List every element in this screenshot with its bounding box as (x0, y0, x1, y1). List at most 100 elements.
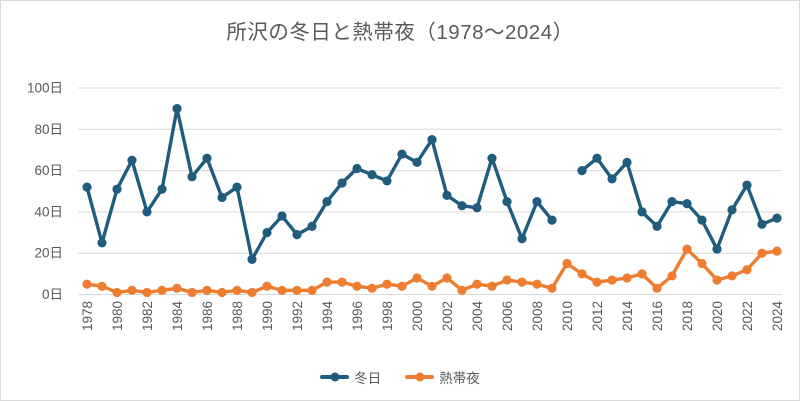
data-point-熱帯夜 (292, 285, 302, 295)
x-axis-tick-label: 1986 (200, 301, 215, 331)
data-point-冬日 (142, 207, 152, 217)
data-point-冬日 (472, 203, 482, 213)
data-point-熱帯夜 (742, 265, 752, 275)
data-point-冬日 (292, 230, 302, 240)
data-point-冬日 (712, 244, 722, 254)
data-point-熱帯夜 (592, 277, 602, 287)
data-point-冬日 (277, 211, 287, 221)
legend-line-marker (320, 372, 350, 382)
data-point-冬日 (682, 199, 692, 209)
series-line-冬日 (85, 106, 554, 262)
data-point-冬日 (487, 153, 497, 163)
y-axis-tick-label: 20日 (34, 246, 63, 261)
x-axis-tick-label: 2006 (500, 301, 515, 331)
data-point-熱帯夜 (517, 277, 527, 287)
data-point-冬日 (112, 184, 122, 194)
data-point-冬日 (577, 166, 587, 176)
data-point-熱帯夜 (712, 275, 722, 285)
x-axis-tick-label: 1990 (260, 301, 275, 331)
legend-line-marker (405, 372, 435, 382)
data-point-冬日 (772, 213, 782, 223)
x-axis-tick-label: 1978 (80, 301, 95, 331)
data-point-熱帯夜 (667, 271, 677, 281)
data-point-冬日 (667, 196, 677, 207)
data-point-冬日 (622, 157, 632, 167)
data-point-熱帯夜 (652, 283, 662, 293)
x-axis-tick-label: 1988 (230, 301, 245, 331)
data-point-熱帯夜 (697, 258, 707, 269)
data-point-熱帯夜 (637, 269, 647, 279)
legend-item-熱帯夜: 熱帯夜 (405, 367, 480, 387)
x-axis-tick-label: 2002 (440, 301, 455, 331)
x-axis-tick-label: 2014 (620, 301, 635, 332)
data-point-熱帯夜 (412, 273, 422, 283)
legend-dot (415, 372, 425, 382)
data-point-冬日 (547, 215, 557, 225)
x-axis-tick-label: 2004 (470, 301, 485, 332)
data-point-冬日 (187, 172, 197, 182)
data-point-冬日 (727, 205, 737, 215)
y-axis-tick-label: 80日 (34, 122, 63, 137)
data-point-熱帯夜 (187, 287, 197, 298)
data-point-熱帯夜 (172, 283, 182, 293)
data-point-冬日 (172, 104, 182, 114)
y-axis-tick-label: 60日 (34, 163, 63, 178)
x-axis-tick-label: 2024 (770, 301, 785, 332)
data-point-冬日 (517, 234, 527, 244)
data-point-熱帯夜 (457, 285, 467, 295)
data-point-熱帯夜 (562, 258, 572, 269)
data-point-熱帯夜 (622, 273, 632, 283)
x-axis-tick-label: 1984 (170, 301, 185, 332)
data-point-熱帯夜 (727, 271, 737, 281)
x-axis-tick-label: 2022 (740, 301, 755, 331)
legend-label: 熱帯夜 (439, 371, 480, 386)
x-axis-tick-label: 2018 (680, 301, 695, 331)
data-point-冬日 (427, 135, 437, 145)
data-point-熱帯夜 (277, 285, 287, 295)
data-point-熱帯夜 (757, 248, 767, 258)
data-point-冬日 (307, 221, 317, 231)
data-point-冬日 (157, 184, 167, 194)
x-axis-tick-label: 1992 (290, 301, 305, 331)
data-point-冬日 (232, 182, 242, 192)
data-point-冬日 (127, 155, 137, 165)
x-axis-tick-label: 1996 (350, 301, 365, 331)
data-point-冬日 (607, 174, 617, 184)
data-point-冬日 (352, 163, 362, 174)
data-point-熱帯夜 (682, 244, 692, 254)
data-point-熱帯夜 (442, 273, 452, 283)
data-point-熱帯夜 (82, 279, 92, 289)
data-point-熱帯夜 (157, 285, 167, 295)
chart-title: 所沢の冬日と熱帯夜（1978～2024） (226, 21, 574, 44)
x-axis-tick-label: 2010 (560, 301, 575, 331)
data-point-熱帯夜 (307, 285, 317, 295)
data-point-熱帯夜 (217, 287, 227, 298)
series-line-冬日 (580, 156, 779, 251)
data-point-熱帯夜 (382, 279, 392, 289)
data-point-冬日 (412, 157, 422, 167)
data-point-熱帯夜 (202, 285, 212, 295)
data-point-冬日 (202, 153, 212, 163)
data-point-冬日 (367, 170, 377, 180)
legend-label: 冬日 (354, 371, 382, 386)
legend: 冬日 熱帯夜 (1, 367, 799, 387)
data-point-冬日 (97, 238, 107, 248)
x-axis-tick-label: 2020 (710, 301, 725, 331)
data-point-熱帯夜 (397, 281, 407, 291)
y-axis-tick-label: 40日 (34, 204, 63, 219)
data-point-熱帯夜 (472, 279, 482, 289)
data-point-熱帯夜 (322, 277, 332, 287)
data-point-冬日 (442, 190, 452, 200)
legend-dot (330, 372, 340, 382)
legend-item-冬日: 冬日 (320, 367, 381, 387)
data-point-熱帯夜 (577, 269, 587, 279)
x-axis-tick-label: 2012 (590, 301, 605, 331)
data-point-熱帯夜 (127, 285, 137, 295)
data-point-熱帯夜 (97, 281, 107, 291)
x-axis-tick-label: 1980 (110, 301, 125, 331)
data-point-熱帯夜 (502, 275, 512, 285)
data-point-冬日 (652, 221, 662, 231)
data-point-熱帯夜 (142, 287, 152, 298)
data-point-熱帯夜 (607, 275, 617, 285)
data-point-熱帯夜 (232, 285, 242, 295)
